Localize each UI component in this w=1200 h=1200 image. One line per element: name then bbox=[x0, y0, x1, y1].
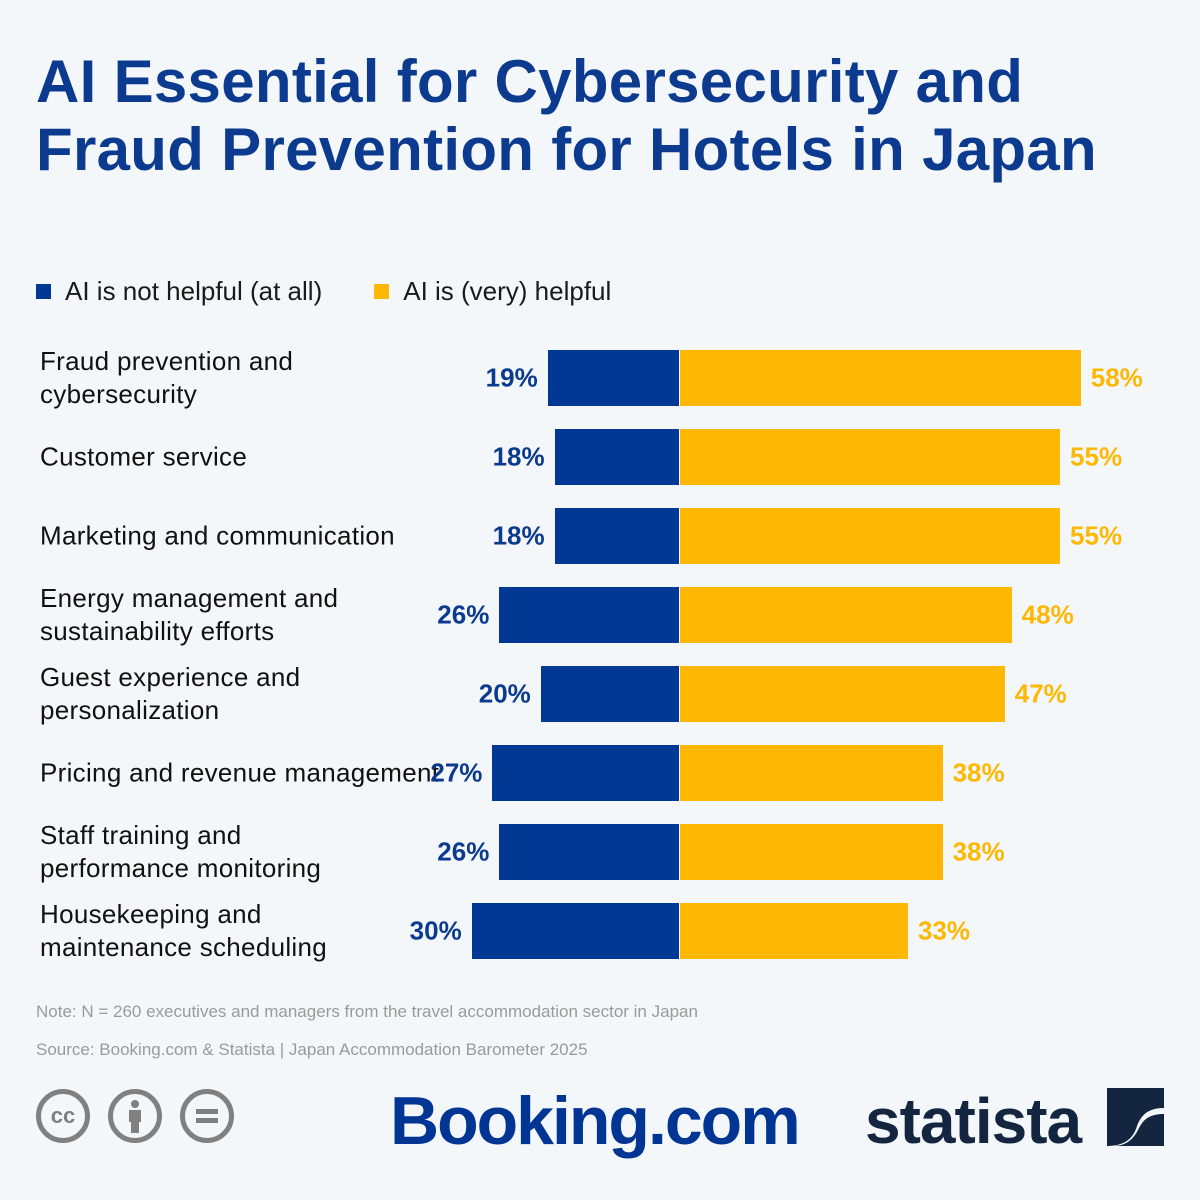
chart-area: Fraud prevention and cybersecurity 19% 58% C… bbox=[40, 346, 1143, 962]
category-label: Housekeeping and maintenance scheduling bbox=[40, 899, 328, 962]
cc-icon: cc bbox=[36, 1089, 90, 1143]
category-label: Marketing and communication bbox=[40, 520, 395, 551]
bar-helpful bbox=[680, 587, 1012, 643]
value-label-helpful: 38% bbox=[952, 836, 1005, 867]
value-label-not-helpful: 19% bbox=[485, 362, 538, 393]
statista-logo: statista bbox=[865, 1085, 1082, 1157]
category-label: Staff training and performance monitoring bbox=[40, 820, 322, 883]
value-label-helpful: 55% bbox=[1070, 441, 1123, 472]
value-label-helpful: 47% bbox=[1014, 678, 1067, 709]
bar-not-helpful bbox=[499, 824, 679, 880]
value-label-not-helpful: 30% bbox=[409, 915, 462, 946]
bar-not-helpful bbox=[547, 350, 679, 406]
bar-not-helpful bbox=[540, 666, 679, 722]
bar-helpful bbox=[680, 350, 1081, 406]
category-label: Energy management and sustainability effo… bbox=[40, 583, 339, 646]
statista-mark-icon bbox=[1107, 1088, 1164, 1146]
value-label-helpful: 58% bbox=[1090, 362, 1143, 393]
bar-not-helpful bbox=[554, 508, 679, 564]
value-label-not-helpful: 20% bbox=[478, 678, 531, 709]
value-label-not-helpful: 18% bbox=[492, 441, 545, 472]
bar-helpful bbox=[680, 666, 1005, 722]
chart-title: AI Essential for Cybersecurity and Fraud… bbox=[36, 48, 1097, 183]
bar-not-helpful bbox=[499, 587, 679, 643]
no-derivatives-icon bbox=[180, 1089, 234, 1143]
legend-swatch-helpful bbox=[374, 284, 390, 299]
value-label-helpful: 48% bbox=[1021, 599, 1074, 630]
bar-not-helpful bbox=[554, 429, 679, 485]
legend-swatch-not-helpful bbox=[36, 284, 51, 299]
category-label: Pricing and revenue management bbox=[40, 757, 440, 788]
value-label-not-helpful: 27% bbox=[430, 757, 483, 788]
bar-helpful bbox=[680, 508, 1061, 564]
legend: AI is not helpful (at all) AI is (very) … bbox=[36, 276, 611, 307]
value-label-not-helpful: 26% bbox=[437, 599, 490, 630]
value-label-helpful: 38% bbox=[952, 757, 1005, 788]
legend-item-helpful: AI is (very) helpful bbox=[374, 276, 611, 307]
attribution-icon bbox=[108, 1089, 162, 1143]
value-label-not-helpful: 26% bbox=[437, 836, 490, 867]
legend-label: AI is (very) helpful bbox=[403, 276, 612, 306]
bar-helpful bbox=[680, 903, 909, 959]
bar-not-helpful bbox=[471, 903, 679, 959]
category-label: Fraud prevention and cybersecurity bbox=[40, 346, 294, 409]
category-label: Guest experience and personalization bbox=[40, 662, 301, 725]
bar-helpful bbox=[680, 824, 943, 880]
bar-not-helpful bbox=[492, 745, 679, 801]
booking-logo: Booking.com bbox=[390, 1083, 801, 1159]
value-label-helpful: 33% bbox=[918, 915, 971, 946]
value-label-helpful: 55% bbox=[1070, 520, 1123, 551]
bar-helpful bbox=[680, 745, 943, 801]
legend-label: AI is not helpful (at all) bbox=[65, 276, 323, 306]
legend-item-not-helpful: AI is not helpful (at all) bbox=[36, 276, 322, 307]
value-label-not-helpful: 18% bbox=[492, 520, 545, 551]
category-label: Customer service bbox=[40, 441, 248, 472]
bar-helpful bbox=[680, 429, 1061, 485]
note: Note: N = 260 executives and managers fr… bbox=[36, 1002, 698, 1021]
source: Source: Booking.com & Statista | Japan A… bbox=[36, 1040, 588, 1059]
